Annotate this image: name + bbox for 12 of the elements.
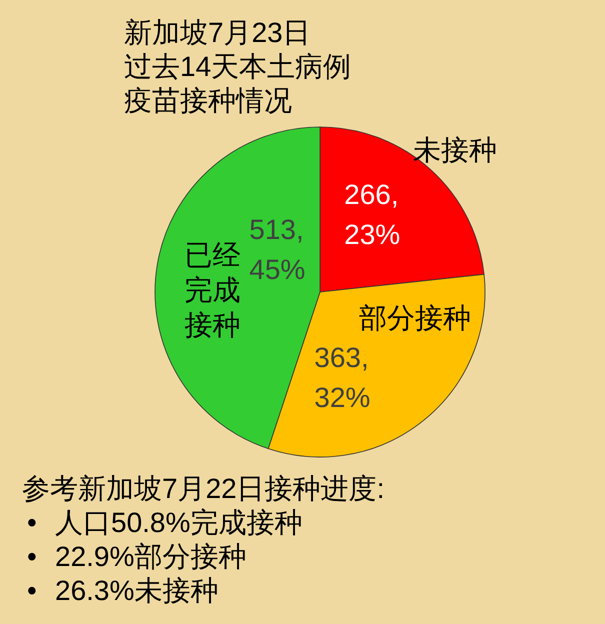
slice-label: 未接种 xyxy=(412,134,497,168)
chart-subtitle: 过去14天本土病例疫苗接种情况 xyxy=(124,50,352,118)
slice-label: 部分接种 xyxy=(359,302,472,336)
text: • 人口50.8%完成接种 xyxy=(27,506,302,540)
data-label: 363, 32% xyxy=(314,340,372,415)
chart-title: 新加坡7月23日 xyxy=(124,16,311,50)
data-label: 266, 23% xyxy=(344,178,402,252)
text: 参考新加坡7月22日接种进度: xyxy=(22,472,384,506)
slice-label: 已经完成接种 xyxy=(184,238,242,343)
text: • 26.3%未接种 xyxy=(27,574,218,608)
text: • 22.9%部分接种 xyxy=(27,540,246,574)
data-label: 513, 45% xyxy=(249,212,306,287)
